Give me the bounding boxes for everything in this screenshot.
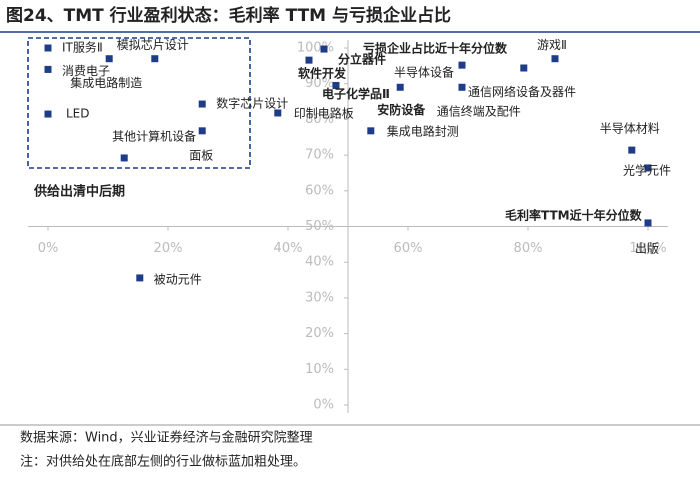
point-label: 通信网络设备及器件	[468, 84, 576, 99]
x-tick-label: 20%	[154, 241, 183, 256]
point-label: 被动元件	[154, 272, 202, 286]
point	[120, 154, 128, 162]
point	[151, 55, 159, 63]
y-tick-label: 90%	[305, 76, 334, 91]
point-label: 面板	[189, 148, 213, 162]
point-label: 半导体设备	[394, 66, 454, 80]
point	[628, 146, 636, 154]
annotation: 供给出清中后期	[33, 184, 125, 200]
point-label: 印制电路板	[294, 105, 354, 120]
point	[274, 109, 282, 117]
point-label: 软件开发	[298, 66, 347, 81]
y-tick-label: 50%	[305, 219, 334, 234]
point	[332, 81, 340, 89]
point-label: 其他计算机设备	[112, 128, 196, 143]
point	[458, 61, 466, 69]
x-tick-label: 40%	[274, 241, 303, 256]
y-tick-label: 70%	[305, 148, 334, 163]
point	[105, 55, 113, 63]
point-label: 模拟芯片设计	[117, 38, 189, 52]
point	[44, 110, 52, 118]
y-tick-label: 10%	[305, 362, 334, 377]
y-tick-label: 0%	[313, 398, 334, 413]
point-label: IT服务Ⅱ	[62, 40, 103, 55]
point	[198, 100, 206, 108]
point	[458, 83, 466, 91]
source: 数据来源：Wind，兴业证券经济与金融研究院整理	[20, 430, 313, 446]
y-tick-label: 40%	[305, 255, 334, 270]
point-label: 出版	[635, 241, 659, 255]
point	[44, 44, 52, 52]
point-label: 半导体材料	[600, 122, 660, 136]
point-label: 分立器件	[338, 52, 386, 67]
point-label: 电子化学品Ⅱ	[322, 86, 390, 101]
x-tick-label: 0%	[38, 241, 59, 256]
point-label: 集成电路封测	[387, 123, 459, 138]
note: 注：对供给处在底部左侧的行业做标蓝加粗处理。	[20, 454, 306, 470]
point-label: 通信终端及配件	[437, 103, 521, 118]
chart-title: 图24、TMT 行业盈利状态：毛利率 TTM 与亏损企业占比	[6, 5, 451, 26]
x-tick-label: 80%	[514, 241, 543, 256]
point-label: 集成电路制造	[70, 75, 142, 90]
point-label: 光学元件	[623, 162, 671, 177]
point-label: 安防设备	[377, 102, 426, 117]
point	[305, 56, 313, 64]
y-tick-label: 20%	[305, 326, 334, 341]
point	[367, 127, 375, 135]
point	[520, 64, 528, 72]
y-tick-label: 30%	[305, 290, 334, 305]
point	[551, 55, 559, 63]
x-axis-title: 毛利率TTM近十年分位数	[505, 208, 643, 223]
point	[136, 274, 144, 282]
point-label: 游戏Ⅱ	[537, 38, 567, 52]
point	[44, 65, 52, 73]
point-label: 数字芯片设计	[216, 96, 288, 111]
point	[644, 219, 652, 227]
point-label: LED	[66, 107, 90, 121]
y-tick-label: 60%	[305, 183, 334, 198]
point	[320, 45, 328, 53]
point-label: 消费电子	[62, 64, 110, 78]
point	[644, 164, 652, 172]
point	[396, 83, 404, 91]
x-tick-label: 100%	[629, 241, 666, 256]
x-tick-label: 60%	[394, 241, 423, 256]
y-tick-label: 100%	[297, 41, 334, 56]
point	[198, 127, 206, 135]
y-axis-title: 亏损企业占比近十年分位数	[363, 41, 508, 56]
y-tick-label: 80%	[305, 112, 334, 127]
